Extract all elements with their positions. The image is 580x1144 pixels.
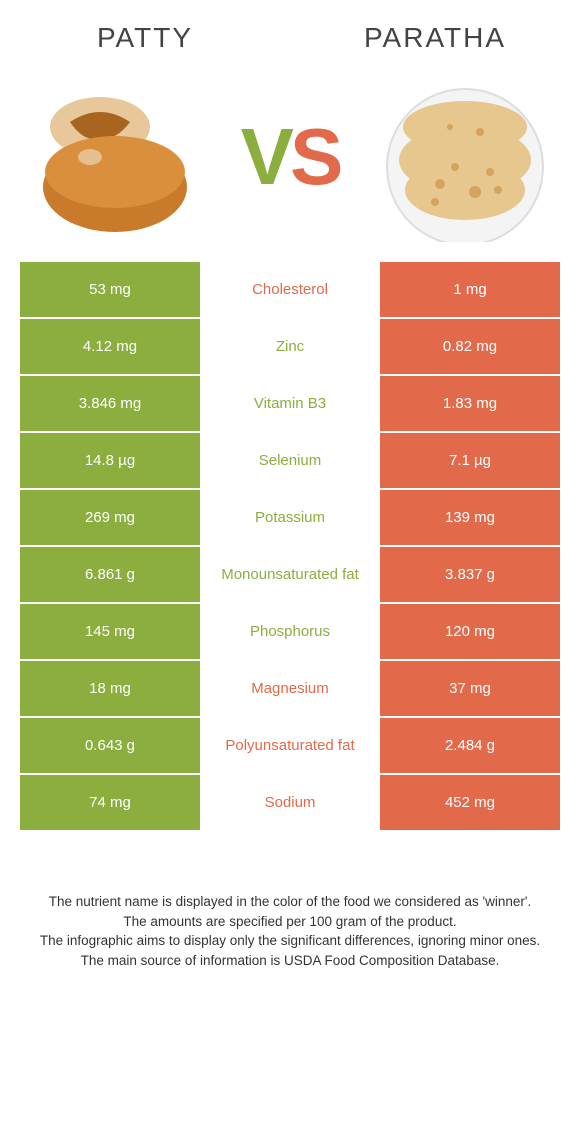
nutrient-label-cell: Potassium: [200, 488, 380, 545]
left-value-cell: 145 mg: [20, 602, 200, 659]
left-food-title: PATTY: [0, 22, 290, 54]
nutrient-label-cell: Sodium: [200, 773, 380, 830]
left-value-cell: 6.861 g: [20, 545, 200, 602]
table-row: 6.861 gMonounsaturated fat3.837 g: [20, 545, 560, 602]
left-value-cell: 14.8 µg: [20, 431, 200, 488]
vs-label: VS: [241, 111, 340, 203]
table-row: 269 mgPotassium139 mg: [20, 488, 560, 545]
left-value-cell: 4.12 mg: [20, 317, 200, 374]
left-value-cell: 3.846 mg: [20, 374, 200, 431]
table-row: 18 mgMagnesium37 mg: [20, 659, 560, 716]
table-row: 53 mgCholesterol1 mg: [20, 260, 560, 317]
right-value-cell: 7.1 µg: [380, 431, 560, 488]
header-row: PATTY PARATHA: [0, 0, 580, 54]
vs-s: S: [290, 112, 339, 201]
nutrient-label-cell: Vitamin B3: [200, 374, 380, 431]
left-value-cell: 74 mg: [20, 773, 200, 830]
table-row: 0.643 gPolyunsaturated fat2.484 g: [20, 716, 560, 773]
nutrient-label-cell: Cholesterol: [200, 260, 380, 317]
nutrient-label-cell: Phosphorus: [200, 602, 380, 659]
right-value-cell: 0.82 mg: [380, 317, 560, 374]
left-value-cell: 53 mg: [20, 260, 200, 317]
nutrient-label-cell: Polyunsaturated fat: [200, 716, 380, 773]
table-row: 74 mgSodium452 mg: [20, 773, 560, 830]
nutrient-label-cell: Selenium: [200, 431, 380, 488]
patty-icon: [30, 72, 200, 242]
paratha-icon: [380, 72, 550, 242]
right-food-title: PARATHA: [290, 22, 580, 54]
footer-line-3: The infographic aims to display only the…: [30, 931, 550, 951]
nutrient-label-cell: Zinc: [200, 317, 380, 374]
paratha-image: [380, 72, 550, 242]
patty-image: [30, 72, 200, 242]
right-value-cell: 139 mg: [380, 488, 560, 545]
footer-line-4: The main source of information is USDA F…: [30, 951, 550, 971]
nutrient-table: 53 mgCholesterol1 mg4.12 mgZinc0.82 mg3.…: [20, 260, 560, 830]
nutrient-label-cell: Monounsaturated fat: [200, 545, 380, 602]
right-value-cell: 1 mg: [380, 260, 560, 317]
right-value-cell: 3.837 g: [380, 545, 560, 602]
table-row: 14.8 µgSelenium7.1 µg: [20, 431, 560, 488]
footer-notes: The nutrient name is displayed in the co…: [0, 830, 580, 970]
nutrient-label-cell: Magnesium: [200, 659, 380, 716]
right-value-cell: 37 mg: [380, 659, 560, 716]
left-value-cell: 269 mg: [20, 488, 200, 545]
image-row: VS: [0, 54, 580, 260]
footer-line-2: The amounts are specified per 100 gram o…: [30, 912, 550, 932]
table-row: 145 mgPhosphorus120 mg: [20, 602, 560, 659]
left-value-cell: 18 mg: [20, 659, 200, 716]
left-value-cell: 0.643 g: [20, 716, 200, 773]
right-value-cell: 1.83 mg: [380, 374, 560, 431]
right-value-cell: 120 mg: [380, 602, 560, 659]
table-row: 3.846 mgVitamin B31.83 mg: [20, 374, 560, 431]
table-row: 4.12 mgZinc0.82 mg: [20, 317, 560, 374]
footer-line-1: The nutrient name is displayed in the co…: [30, 892, 550, 912]
right-value-cell: 2.484 g: [380, 716, 560, 773]
right-value-cell: 452 mg: [380, 773, 560, 830]
vs-v: V: [241, 112, 290, 201]
